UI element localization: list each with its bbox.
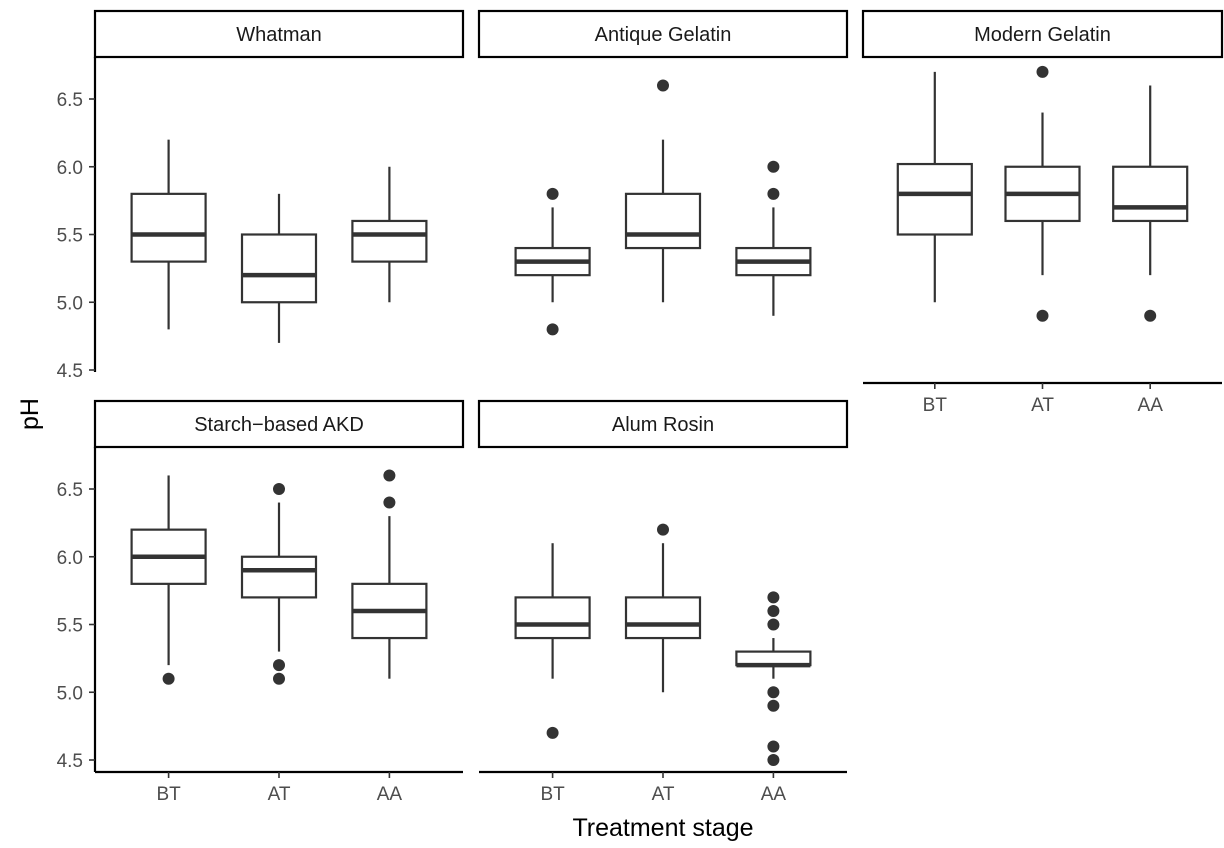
outlier-point	[767, 686, 780, 699]
facet-title: Modern Gelatin	[974, 24, 1111, 46]
outlier-point	[1036, 309, 1049, 322]
y-tick-label: 5.0	[57, 683, 83, 704]
facet-panel: Modern Gelatin BT AT AA	[861, 9, 1224, 416]
y-tick-label: 4.5	[57, 361, 83, 382]
outlier-point	[767, 618, 780, 631]
outlier-point	[383, 469, 396, 482]
outlier-point	[162, 672, 175, 685]
outlier-point	[1144, 309, 1157, 322]
outlier-point	[657, 523, 669, 536]
outlier-point	[767, 699, 780, 712]
box-iqr	[896, 162, 973, 236]
facet-panel: Antique Gelatin	[477, 9, 849, 336]
outlier-point	[767, 187, 780, 200]
box-iqr	[1112, 165, 1189, 223]
facet-strip	[861, 9, 1224, 59]
facet-title: Alum Rosin	[612, 414, 714, 436]
outlier-point	[383, 496, 396, 509]
outlier-point	[767, 740, 780, 753]
box-bt	[514, 543, 591, 739]
x-tick-label: BT	[923, 395, 948, 416]
outlier-point	[273, 659, 285, 672]
y-tick-label: 4.5	[57, 751, 83, 772]
box-iqr	[240, 233, 318, 304]
box-aa	[351, 166, 428, 303]
x-tick-label: AT	[268, 784, 291, 805]
outlier-point	[546, 187, 559, 200]
outlier-point	[767, 604, 780, 617]
outlier-point	[546, 323, 559, 336]
y-tick-label: 5.5	[57, 226, 83, 247]
y-tick-label: 6.5	[57, 480, 83, 501]
box-iqr	[624, 596, 702, 640]
y-tick-label: 5.5	[57, 616, 83, 637]
box-at	[240, 193, 318, 343]
box-aa	[735, 160, 812, 316]
box-aa	[1112, 85, 1189, 322]
x-tick-label: AT	[652, 784, 675, 805]
outlier-point	[767, 160, 780, 173]
facet-strip	[93, 399, 465, 449]
outlier-point	[657, 79, 669, 92]
outlier-point	[767, 591, 780, 604]
y-tick-label: 6.0	[57, 158, 83, 179]
x-tick-label: AT	[1031, 395, 1054, 416]
facet-strip	[93, 9, 465, 59]
outlier-point	[1036, 65, 1049, 78]
facet-panel: Alum Rosin BT AT AA	[477, 399, 849, 805]
outlier-point	[273, 483, 285, 495]
x-tick-label: BT	[156, 784, 181, 805]
y-tick-label: 6.5	[57, 90, 83, 111]
facet-title: Antique Gelatin	[595, 24, 732, 46]
box-iqr	[624, 192, 702, 250]
outlier-point	[273, 672, 285, 685]
box-iqr	[514, 596, 591, 640]
x-tick-label: AA	[377, 784, 403, 805]
box-at	[624, 79, 702, 303]
x-tick-label: AA	[1138, 395, 1164, 416]
facet-strip	[477, 9, 849, 59]
box-at	[240, 483, 318, 685]
x-tick-label: AA	[761, 784, 787, 805]
outlier-point	[767, 754, 780, 766]
box-iqr	[351, 219, 428, 263]
facet-strip	[477, 399, 849, 449]
box-bt	[130, 139, 207, 330]
x-tick-label: BT	[540, 784, 565, 805]
box-iqr	[130, 192, 207, 263]
box-at	[624, 523, 702, 693]
facet-title: Starch−based AKD	[194, 414, 364, 436]
box-at	[1004, 65, 1081, 322]
box-bt	[896, 71, 973, 303]
box-aa	[735, 591, 812, 766]
facets-layer: Whatman 4.5 5.0 5.5 6.0 6.5 Antique Gelatin Mod…	[57, 9, 1224, 805]
outlier-point	[546, 726, 559, 739]
facet-panel: Whatman 4.5 5.0 5.5 6.0 6.5	[57, 9, 465, 382]
facet-panel: Starch−based AKD 4.5 5.0 5.5 6.0 6.5 BT AT AA	[57, 399, 465, 805]
facet-title: Whatman	[236, 24, 322, 46]
y-tick-label: 6.0	[57, 548, 83, 569]
box-bt	[514, 187, 591, 336]
box-aa	[351, 469, 428, 679]
y-tick-label: 5.0	[57, 293, 83, 314]
x-axis-title: Treatment stage	[572, 814, 753, 842]
y-axis-title: pH	[16, 398, 44, 430]
box-bt	[130, 475, 207, 685]
box-iqr	[240, 555, 318, 599]
